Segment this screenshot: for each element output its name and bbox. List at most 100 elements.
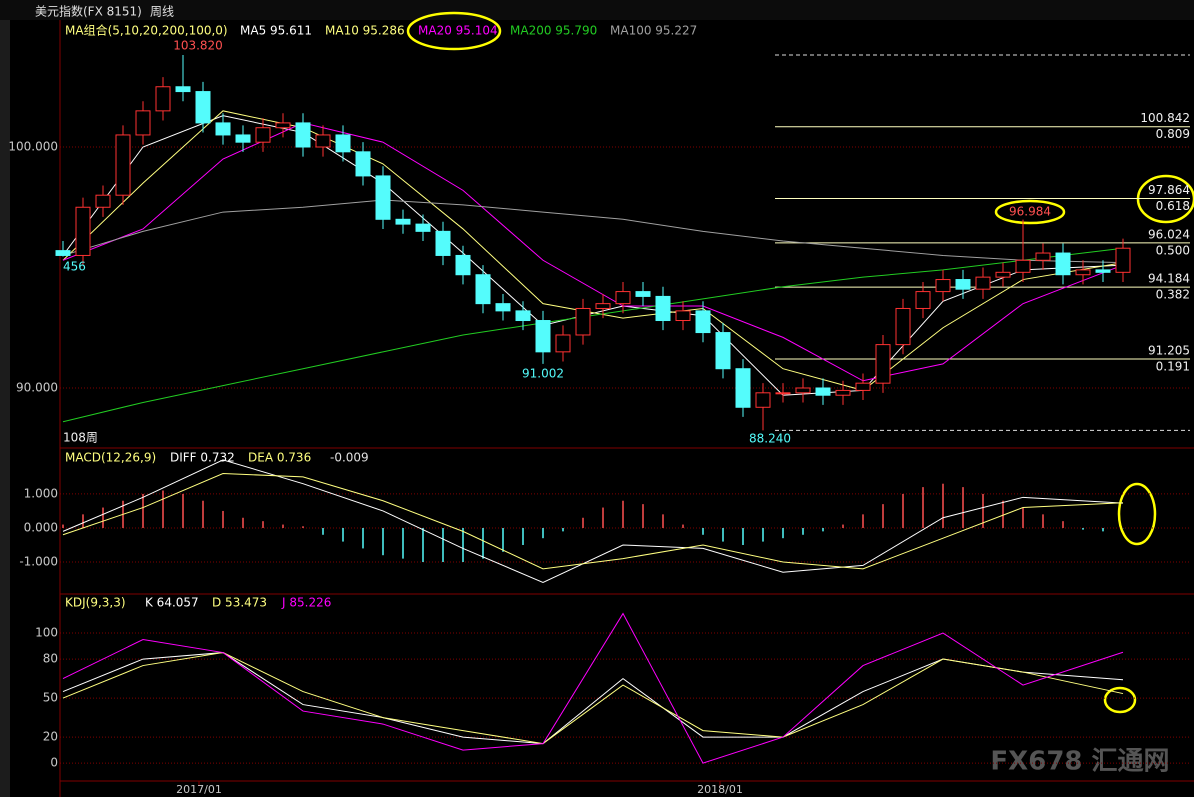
candle-body [815, 387, 831, 396]
candle-body [275, 122, 291, 129]
legend-entry: MA10 95.286 [325, 24, 405, 38]
annotation: 456 [63, 260, 86, 274]
candle-body [795, 387, 811, 394]
candle-body [155, 86, 171, 112]
candle-body [955, 279, 971, 290]
y-tick-label: 100 [35, 626, 58, 640]
candle-body [595, 303, 611, 309]
ma-line [62, 652, 1124, 745]
candle-body [1115, 247, 1131, 273]
candle-body [295, 122, 311, 148]
candle-body [755, 392, 771, 408]
candle-body [655, 295, 671, 322]
candle-body [875, 344, 891, 384]
legend-title[interactable]: MA组合(5,10,20,200,100,0) [65, 23, 228, 38]
legend-entry: K 64.057 [145, 596, 199, 610]
chart-title: 美元指数(FX 8151) [35, 4, 142, 19]
candle-body [995, 271, 1011, 278]
candle-body [95, 194, 111, 208]
highlight [994, 199, 1066, 225]
candle-body [535, 320, 551, 353]
annotation: 91.002 [522, 367, 564, 381]
candle-body [915, 291, 931, 309]
candle-body [175, 86, 191, 93]
side-toolbar [0, 20, 10, 797]
fib-price: 94.184 [1148, 272, 1190, 286]
y-tick-label: 100.000 [8, 140, 58, 154]
legend-entry: MA200 95.790 [510, 24, 597, 38]
y-tick-label: 1.000 [24, 486, 58, 500]
y-tick-label: 80 [43, 652, 58, 666]
candle-body [675, 310, 691, 322]
ma-line [62, 199, 1124, 264]
fib-ratio: 0.809 [1156, 127, 1190, 141]
fib-price: 97.864 [1148, 183, 1190, 197]
panel-title: MACD(12,26,9) [65, 451, 156, 465]
candle-body [435, 230, 451, 256]
candle-body [455, 254, 471, 276]
legend-entry: MA100 95.227 [610, 24, 697, 38]
ma-line [62, 122, 1124, 382]
candle-body [1055, 252, 1071, 276]
candle-body [195, 91, 211, 124]
candle-body [735, 368, 751, 408]
legend-entry: DEA 0.736 [248, 451, 311, 465]
candle-body [235, 134, 251, 143]
legend-entry: D 53.473 [212, 596, 267, 610]
candle-body [215, 122, 231, 136]
x-tick-label: 2018/01 [697, 783, 743, 796]
candle-body [255, 127, 271, 143]
candle-body [55, 250, 71, 256]
candle-body [855, 382, 871, 391]
candle-body [315, 134, 331, 148]
y-tick-label: 20 [43, 730, 58, 744]
candle-body [335, 134, 351, 153]
x-tick-label: 2017/01 [176, 783, 222, 796]
candle-body [415, 223, 431, 232]
candle-body [515, 310, 531, 322]
legend-entry: -0.009 [330, 451, 369, 465]
period[interactable]: 周线 [150, 5, 174, 19]
candle-body [495, 303, 511, 312]
candle-body [475, 274, 491, 305]
candle-body [635, 291, 651, 297]
candle-body [395, 218, 411, 225]
watermark: FX678 汇通网 [990, 747, 1169, 777]
highlight [1103, 686, 1137, 714]
y-tick-label: -1.000 [19, 555, 58, 569]
candle-body [775, 392, 791, 395]
annotation: 88.240 [749, 432, 791, 446]
fib-price: 96.024 [1148, 227, 1190, 241]
ma-line [62, 652, 1124, 745]
fib-ratio: 0.382 [1156, 288, 1190, 302]
highlight [406, 11, 502, 51]
y-tick-label: 90.000 [16, 380, 58, 394]
candle-body [75, 206, 91, 256]
ma-line [62, 472, 1124, 570]
legend-entry: J 85.226 [281, 596, 331, 610]
candle-body [895, 307, 911, 346]
candle-body [375, 175, 391, 220]
candle-body [575, 307, 591, 336]
y-tick-label: 50 [43, 691, 58, 705]
fib-ratio: 0.500 [1156, 243, 1190, 257]
legend-entry: MA20 95.104 [418, 24, 498, 38]
y-tick-label: 0.000 [24, 520, 58, 534]
header-bar [0, 0, 1194, 20]
highlight-circles [406, 11, 1194, 714]
legend-entry: DIFF 0.732 [170, 451, 235, 465]
annotation: 108周 [63, 431, 98, 445]
candle-body [835, 389, 851, 396]
ma-line [62, 612, 1124, 764]
candle-body [1015, 259, 1031, 273]
candle-body [135, 110, 151, 136]
fib-ratio: 0.191 [1156, 359, 1190, 373]
candle-body [1075, 269, 1091, 276]
highlight [1136, 174, 1194, 224]
legend-entry: MA5 95.611 [240, 24, 312, 38]
candle-body [975, 276, 991, 290]
y-tick-label: 0 [50, 756, 58, 770]
